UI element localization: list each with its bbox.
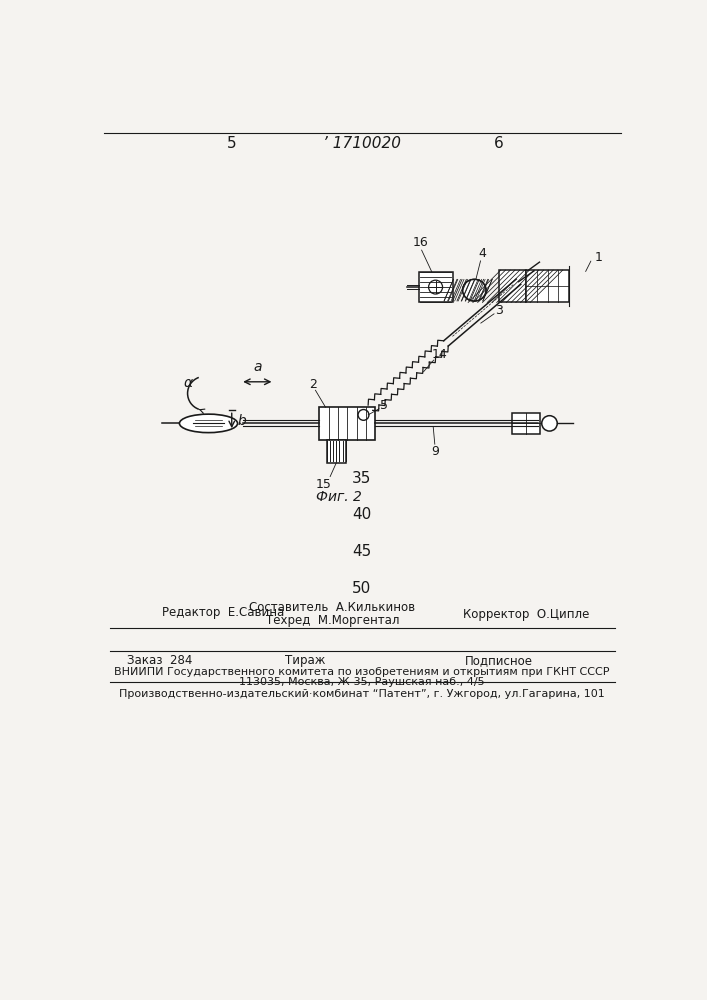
Text: 45: 45 xyxy=(352,544,372,559)
Circle shape xyxy=(542,416,557,431)
Text: 40: 40 xyxy=(352,507,372,522)
Text: α: α xyxy=(184,376,193,390)
Bar xyxy=(499,270,526,302)
Text: b: b xyxy=(238,414,247,428)
Text: 14: 14 xyxy=(431,348,447,361)
Text: 16: 16 xyxy=(412,236,428,249)
Bar xyxy=(320,407,375,440)
Text: Тираж: Тираж xyxy=(285,654,325,667)
Text: a: a xyxy=(253,360,262,374)
Circle shape xyxy=(358,410,369,420)
Bar xyxy=(327,440,346,463)
Text: Фиг. 2: Фиг. 2 xyxy=(316,490,362,504)
Text: ВНИИПИ Государственного комитета по изобретениям и открытиям при ГКНТ СССР: ВНИИПИ Государственного комитета по изоб… xyxy=(115,667,609,677)
Text: 113035, Москва, Ж-35, Раушская наб., 4/5: 113035, Москва, Ж-35, Раушская наб., 4/5 xyxy=(239,677,485,687)
Text: 9: 9 xyxy=(431,445,439,458)
Text: Производственно-издательский·комбинат “Патент”, г. Ужгород, ул.Гагарина, 101: Производственно-издательский·комбинат “П… xyxy=(119,689,604,699)
Text: 6: 6 xyxy=(494,136,504,151)
Text: 50: 50 xyxy=(352,581,372,596)
Text: 5: 5 xyxy=(227,136,237,151)
Text: Техред  М.Моргентал: Техред М.Моргентал xyxy=(266,614,399,627)
Bar xyxy=(526,270,569,302)
Ellipse shape xyxy=(462,279,486,301)
Text: 3: 3 xyxy=(496,304,503,317)
Bar xyxy=(513,413,540,434)
Ellipse shape xyxy=(180,414,238,433)
Ellipse shape xyxy=(462,279,486,301)
Text: 2: 2 xyxy=(309,378,317,391)
Text: 1: 1 xyxy=(595,251,602,264)
Text: Заказ  284: Заказ 284 xyxy=(127,654,192,667)
Text: Составитель  А.Килькинов: Составитель А.Килькинов xyxy=(250,601,416,614)
Text: 5: 5 xyxy=(380,399,387,412)
Text: Редактор  Е.Савина: Редактор Е.Савина xyxy=(162,606,284,619)
Text: 15: 15 xyxy=(315,478,331,491)
Text: Подписное: Подписное xyxy=(465,654,533,667)
Text: 4: 4 xyxy=(478,247,486,260)
Bar xyxy=(419,272,452,302)
Text: ’ 1710020: ’ 1710020 xyxy=(323,136,401,151)
Circle shape xyxy=(428,280,443,294)
Text: 35: 35 xyxy=(352,471,372,486)
Text: Корректор  О.Ципле: Корректор О.Ципле xyxy=(463,608,590,621)
